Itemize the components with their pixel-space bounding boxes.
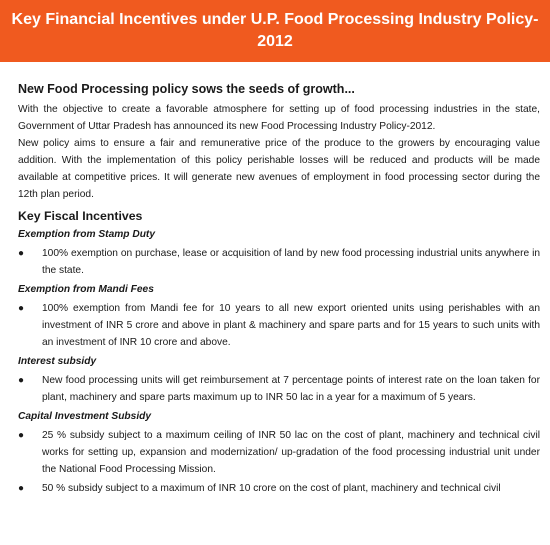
bullet-icon: ●: [18, 303, 25, 314]
list-item-text: 25 % subsidy subject to a maximum ceilin…: [42, 430, 540, 475]
page-title: Key Financial Incentives under U.P. Food…: [11, 11, 539, 50]
intro-paragraph: With the objective to create a favorable…: [18, 104, 540, 132]
intro-heading: New Food Processing policy sows the seed…: [18, 82, 355, 96]
list-item: ● 25 % subsidy subject to a maximum ceil…: [18, 427, 540, 478]
section-title-interest-subsidy: Interest subsidy: [18, 356, 97, 367]
list-item: ● 100% exemption on purchase, lease or a…: [18, 245, 540, 279]
list-item-text: 50 % subsidy subject to a maximum of INR…: [42, 483, 501, 494]
list-item-text: 100% exemption on purchase, lease or acq…: [42, 248, 540, 276]
list-item-text: New food processing units will get reimb…: [42, 375, 540, 403]
list-item: ● New food processing units will get rei…: [18, 372, 540, 406]
bullet-icon: ●: [18, 375, 25, 386]
section-title-mandi-fees: Exemption from Mandi Fees: [18, 284, 154, 295]
intro-paragraph: New policy aims to ensure a fair and rem…: [18, 138, 540, 200]
title-banner: Key Financial Incentives under U.P. Food…: [0, 0, 550, 62]
bullet-icon: ●: [18, 430, 25, 441]
list-item-text: 100% exemption from Mandi fee for 10 yea…: [42, 303, 540, 348]
bullet-icon: ●: [18, 483, 25, 494]
bullet-icon: ●: [18, 248, 25, 259]
section-title-stamp-duty: Exemption from Stamp Duty: [18, 229, 155, 240]
fiscal-heading: Key Fiscal Incentives: [18, 209, 143, 223]
section-title-capital-subsidy: Capital Investment Subsidy: [18, 411, 152, 422]
document-body: New Food Processing policy sows the seed…: [18, 81, 540, 499]
list-item: ● 100% exemption from Mandi fee for 10 y…: [18, 300, 540, 351]
list-item: ● 50 % subsidy subject to a maximum of I…: [18, 480, 540, 497]
